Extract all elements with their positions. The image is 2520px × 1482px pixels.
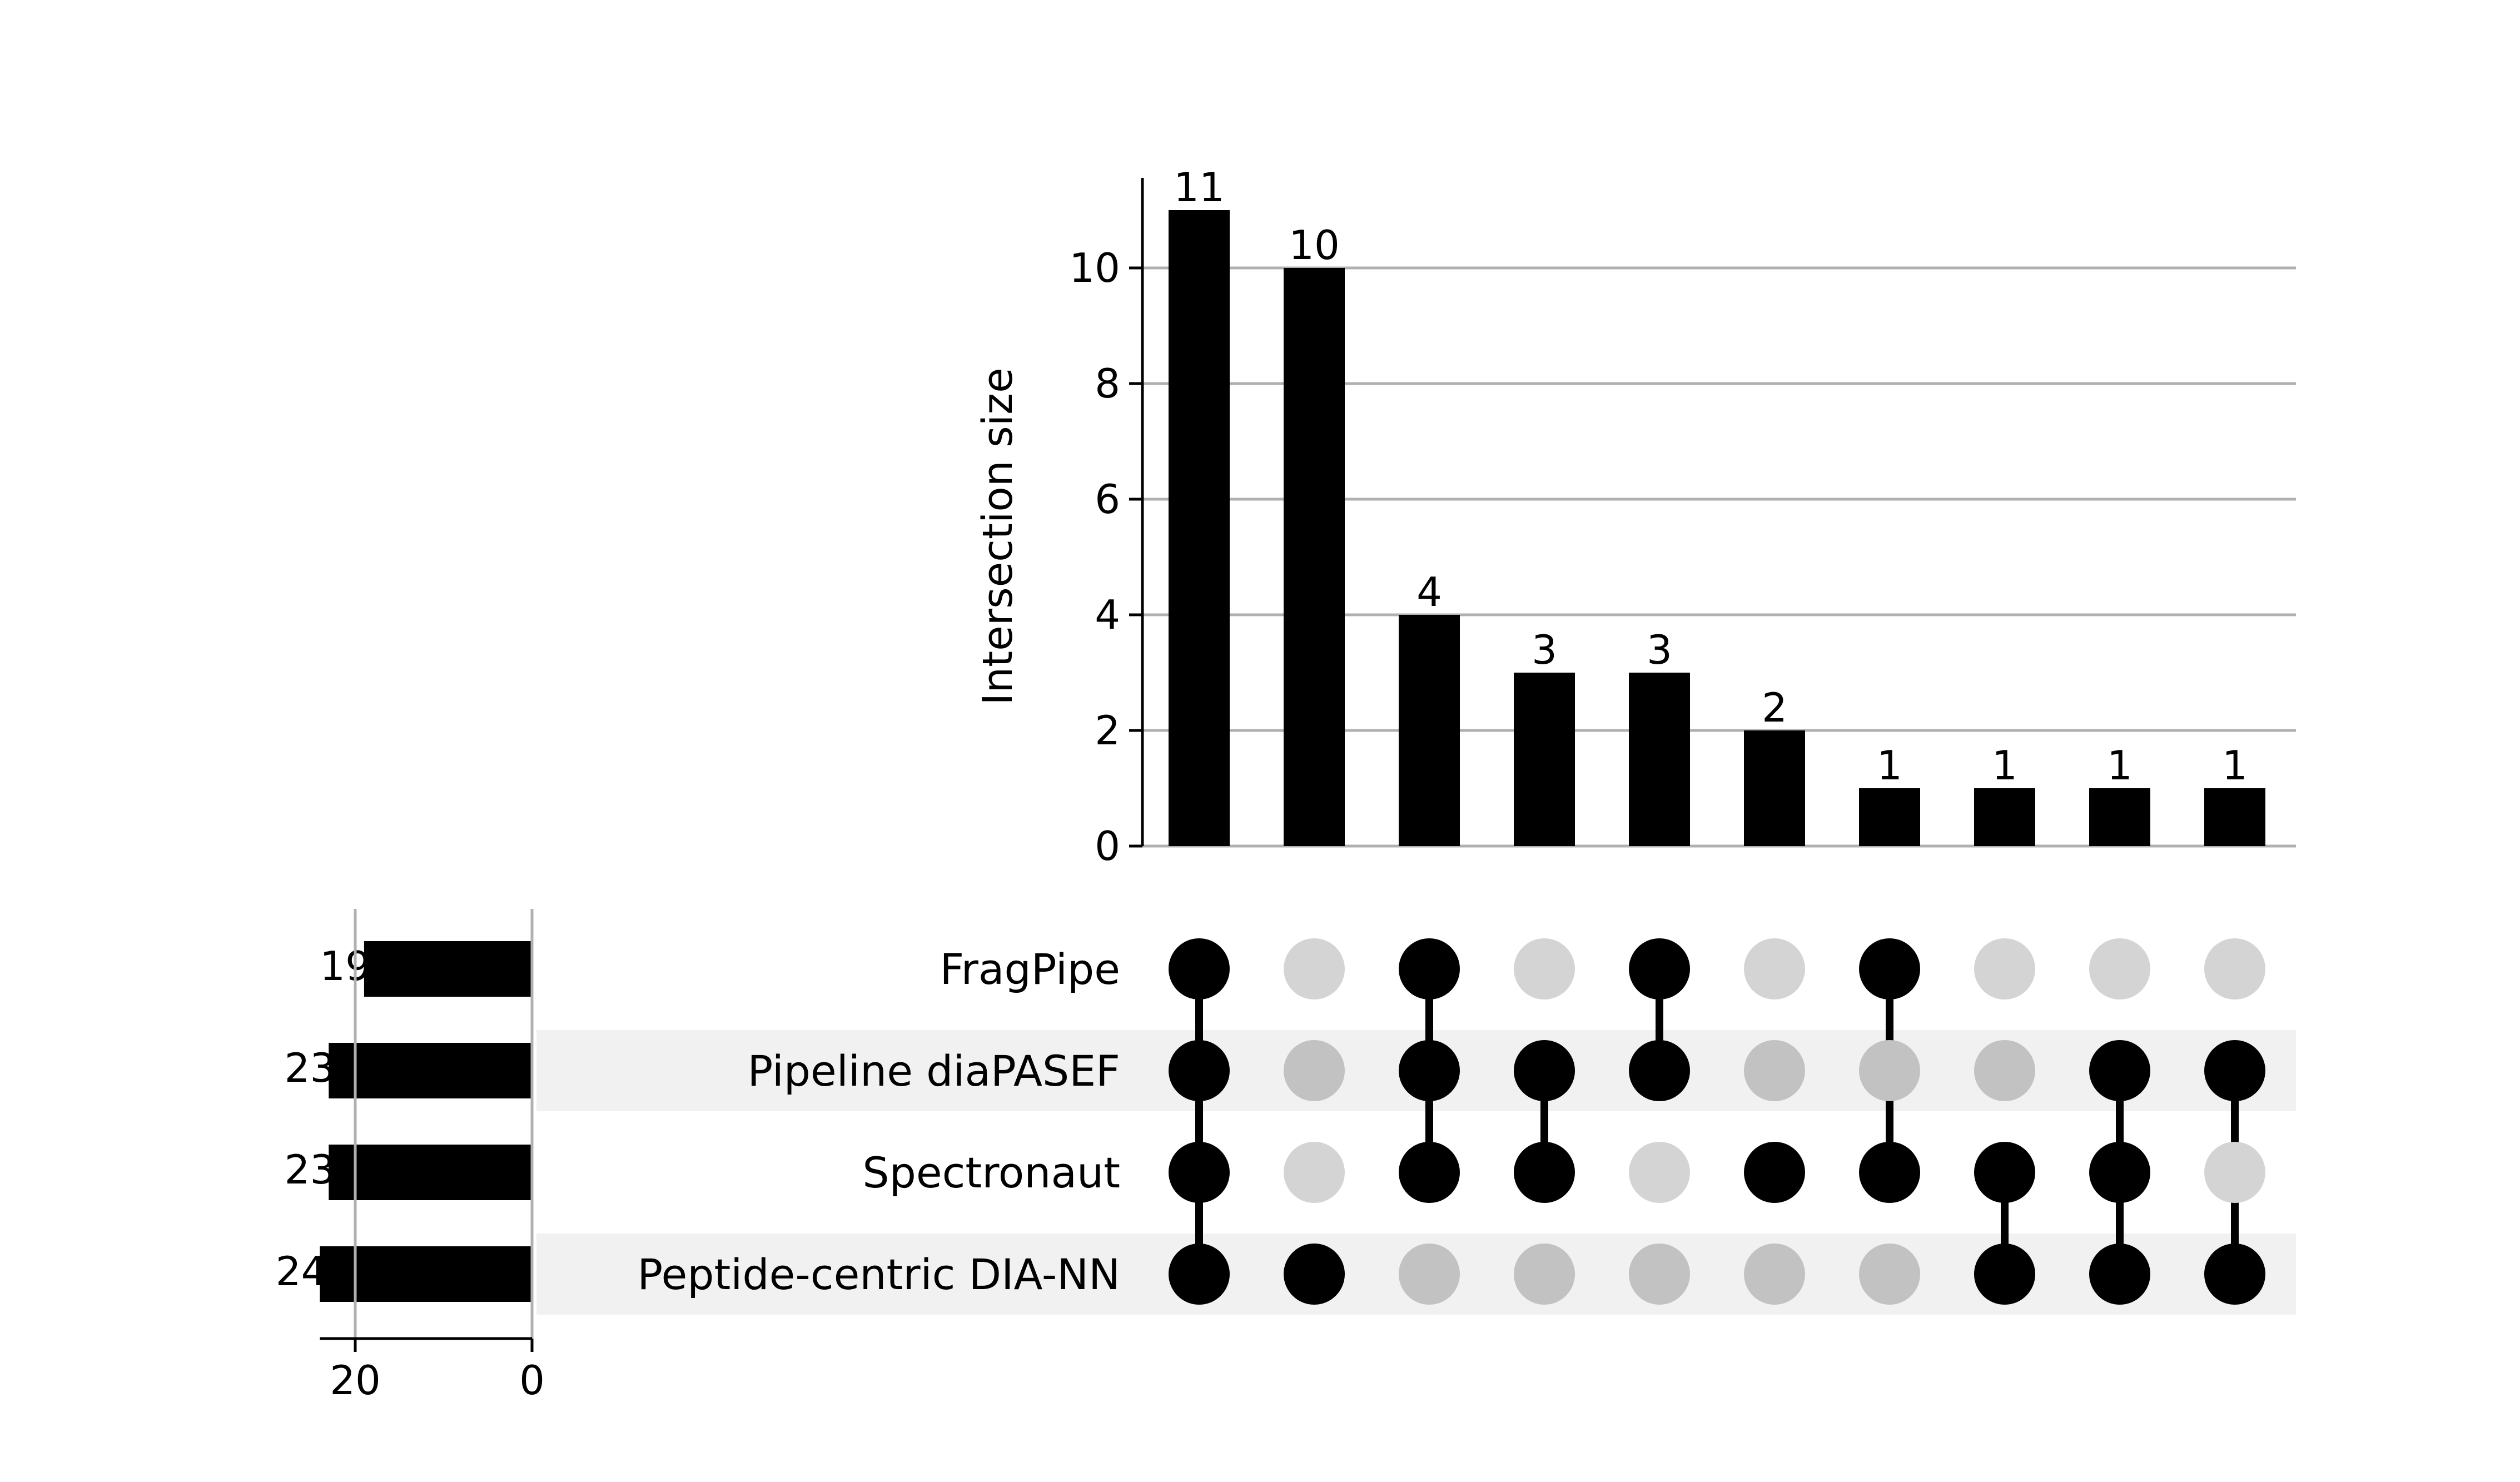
membership-dot-inactive [1514, 938, 1575, 999]
intersection-bar-label: 2 [1762, 684, 1787, 731]
membership-dot-inactive [1859, 1040, 1920, 1101]
set-size-bar [329, 1043, 532, 1098]
set-size-tick-label: 0 [519, 1357, 545, 1404]
membership-dot-inactive [1514, 1244, 1575, 1305]
intersection-bar-label: 1 [2222, 742, 2248, 789]
set-size-bar [320, 1246, 532, 1302]
intersection-bar-label: 11 [1174, 164, 1225, 211]
intersection-bar [1514, 673, 1575, 846]
set-size-bars: 19 23 23 24 [276, 941, 532, 1302]
intersection-bar-label: 1 [1877, 742, 1902, 789]
intersection-bar-label: 10 [1289, 222, 1340, 268]
membership-dot-active [1399, 1142, 1460, 1203]
intersection-bar [1859, 788, 1920, 846]
intersection-bar-label: 1 [2107, 742, 2133, 789]
membership-dot-inactive [1284, 1040, 1345, 1101]
membership-dot-inactive [1744, 1040, 1805, 1101]
membership-dot-inactive [1284, 1142, 1345, 1203]
set-size-bar [364, 941, 532, 997]
membership-dot-active [1514, 1142, 1575, 1203]
membership-dot-inactive [1744, 1244, 1805, 1305]
membership-dot-active [1629, 938, 1690, 999]
set-size-tick-label: 20 [330, 1357, 381, 1404]
intersection-bar [1629, 673, 1690, 846]
membership-dot-active [1169, 1244, 1230, 1305]
membership-matrix [1169, 938, 2265, 1305]
intersection-bar-label: 3 [1532, 626, 1557, 673]
intersection-bar [2204, 788, 2265, 846]
y-tick-label: 10 [1069, 245, 1120, 291]
y-tick-label: 4 [1095, 591, 1120, 638]
set-name-label: Spectronaut [862, 1148, 1120, 1197]
intersection-bar [1284, 268, 1345, 846]
y-tick-label: 8 [1095, 360, 1120, 407]
membership-dot-active [1859, 938, 1920, 999]
intersection-y-axis: 0 2 4 6 8 10 [1069, 178, 1144, 869]
membership-dot-active [1974, 1244, 2035, 1305]
membership-dot-active [1169, 938, 1230, 999]
membership-dot-inactive [2089, 938, 2150, 999]
set-name-labels: FragPipe Pipeline diaPASEF Spectronaut Pept… [637, 944, 1120, 1299]
membership-dot-inactive [1284, 938, 1345, 999]
membership-dot-inactive [1859, 1244, 1920, 1305]
membership-dot-active [2089, 1244, 2150, 1305]
membership-dot-active [1399, 938, 1460, 999]
membership-dot-inactive [1399, 1244, 1460, 1305]
intersection-bar [1169, 210, 1230, 846]
y-tick-label: 0 [1095, 823, 1120, 869]
y-axis-title: Intersection size [974, 367, 1022, 705]
set-name-label: Pipeline diaPASEF [748, 1046, 1120, 1096]
set-size-label: 23 [285, 1045, 336, 1091]
intersection-bars [1169, 210, 2265, 846]
membership-dot-inactive [2204, 938, 2265, 999]
y-tick-label: 6 [1095, 476, 1120, 523]
membership-dot-active [1514, 1040, 1575, 1101]
set-size-label: 19 [320, 943, 371, 989]
membership-dot-active [2089, 1040, 2150, 1101]
intersection-bar-label: 4 [1416, 569, 1442, 615]
intersection-bar-label: 1 [1992, 742, 2017, 789]
set-size-label: 24 [276, 1248, 327, 1295]
membership-dot-active [1284, 1244, 1345, 1305]
membership-dot-active [1169, 1142, 1230, 1203]
intersection-bar [2089, 788, 2150, 846]
membership-dot-inactive [1974, 938, 2035, 999]
membership-dot-inactive [1629, 1142, 1690, 1203]
set-size-axis: 20 0 [320, 909, 545, 1404]
membership-dot-active [1169, 1040, 1230, 1101]
intersection-bar [1974, 788, 2035, 846]
intersection-bar-label: 3 [1647, 626, 1672, 673]
membership-dot-inactive [1974, 1040, 2035, 1101]
membership-dot-active [1744, 1142, 1805, 1203]
intersection-bar [1399, 615, 1460, 846]
set-name-label: Peptide-centric DIA-NN [637, 1250, 1120, 1299]
set-size-label: 23 [285, 1146, 336, 1193]
set-name-label: FragPipe [940, 944, 1120, 994]
membership-dot-inactive [1744, 938, 1805, 999]
membership-dot-active [1399, 1040, 1460, 1101]
membership-dot-active [1859, 1142, 1920, 1203]
membership-dot-active [2089, 1142, 2150, 1203]
membership-dot-inactive [1629, 1244, 1690, 1305]
membership-dot-inactive [2204, 1142, 2265, 1203]
y-tick-label: 2 [1095, 707, 1120, 754]
membership-dot-active [2204, 1040, 2265, 1101]
membership-dot-active [1974, 1142, 2035, 1203]
membership-dot-active [2204, 1244, 2265, 1305]
set-size-bar [329, 1145, 532, 1200]
intersection-bar [1744, 730, 1805, 846]
membership-dot-active [1629, 1040, 1690, 1101]
